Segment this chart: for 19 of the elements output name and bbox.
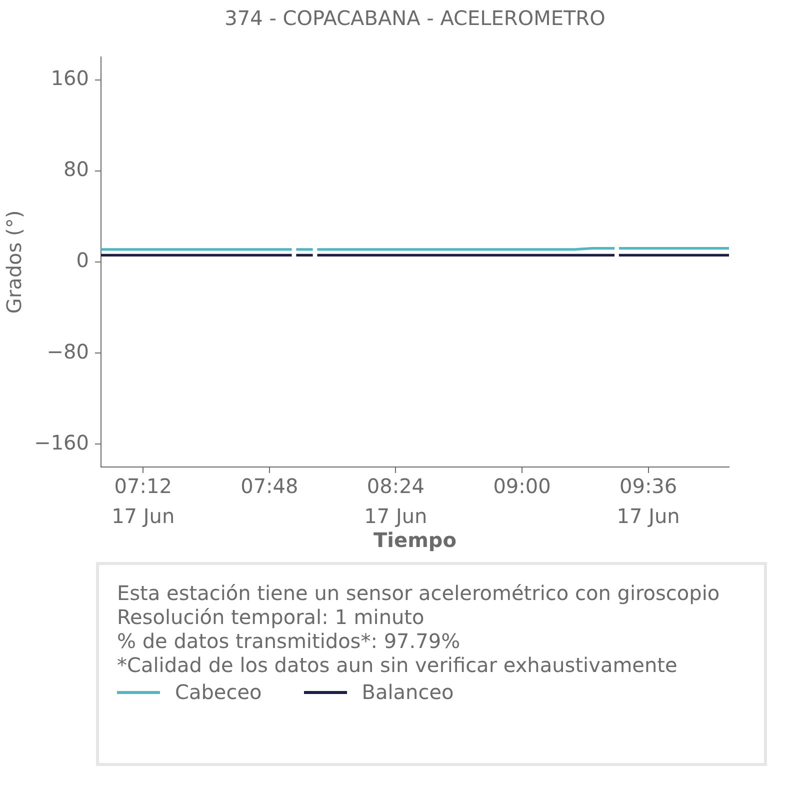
- y-axis-title: Grados (°): [2, 210, 26, 314]
- x-tick-label: 08:24 17 Jun: [364, 474, 428, 528]
- text: *Calidad de los datos aun sin verificar exhaustivamente: [117, 653, 678, 677]
- legend-label: Balanceo: [362, 680, 454, 704]
- y-tick-label: −160: [34, 430, 89, 454]
- x-tick-label: 07:48: [240, 474, 298, 498]
- chart-title: 374 - COPACABANA - ACELEROMETRO: [224, 6, 606, 30]
- text: % de datos transmitidos*: 97.79%: [117, 629, 462, 653]
- x-tick-label: 07:12 17 Jun: [112, 474, 175, 528]
- text: Resolución temporal: 1 minuto: [117, 605, 426, 629]
- x-tick-label: 09:36 17 Jun: [616, 474, 680, 528]
- x-axis-title: Tiempo: [374, 528, 456, 552]
- y-tick-label: 0: [76, 248, 89, 272]
- y-tick-label: −80: [46, 339, 89, 364]
- y-tick-label: 80: [64, 157, 89, 182]
- legend-label: Cabeceo: [175, 680, 262, 704]
- text: Esta estación tiene un sensor acelerométrico con giroscopio: [117, 581, 721, 605]
- x-tick-label: 09:00: [493, 474, 551, 498]
- y-tick-label: 160: [50, 66, 89, 90]
